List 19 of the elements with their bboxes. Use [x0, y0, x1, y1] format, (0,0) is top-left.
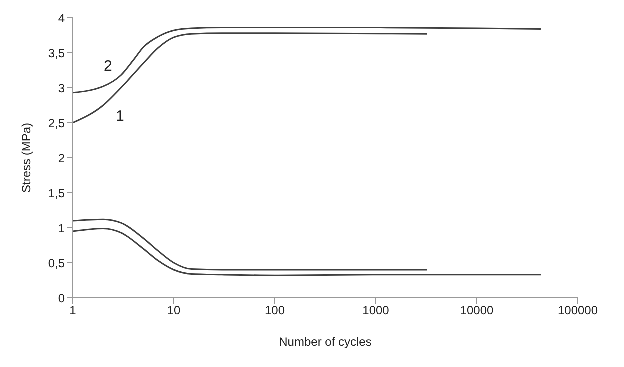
x-tick-label: 10000	[460, 304, 494, 318]
y-tick-label: 3	[58, 81, 66, 96]
y-tick-label: 3,5	[48, 46, 66, 60]
y-tick-label: 2,5	[48, 116, 66, 130]
x-tick-label: 100000	[558, 304, 598, 318]
y-tick-label: 1,5	[48, 186, 66, 200]
annotation: 2	[104, 58, 112, 75]
x-tick-label: 10	[167, 304, 181, 318]
x-tick-label: 100	[264, 304, 286, 318]
y-tick-label: 0,5	[48, 256, 66, 270]
annotation: 1	[116, 108, 124, 125]
y-axis-title: Stress (MPa)	[19, 122, 34, 194]
y-tick-label: 2	[58, 151, 66, 166]
y-tick-label: 4	[58, 11, 66, 26]
y-tick-label: 0	[58, 291, 66, 306]
y-tick-label: 1	[58, 221, 66, 236]
x-tick-label: 1	[70, 304, 77, 318]
x-tick-label: 1000	[362, 304, 390, 318]
x-axis-title: Number of cycles	[279, 335, 372, 349]
